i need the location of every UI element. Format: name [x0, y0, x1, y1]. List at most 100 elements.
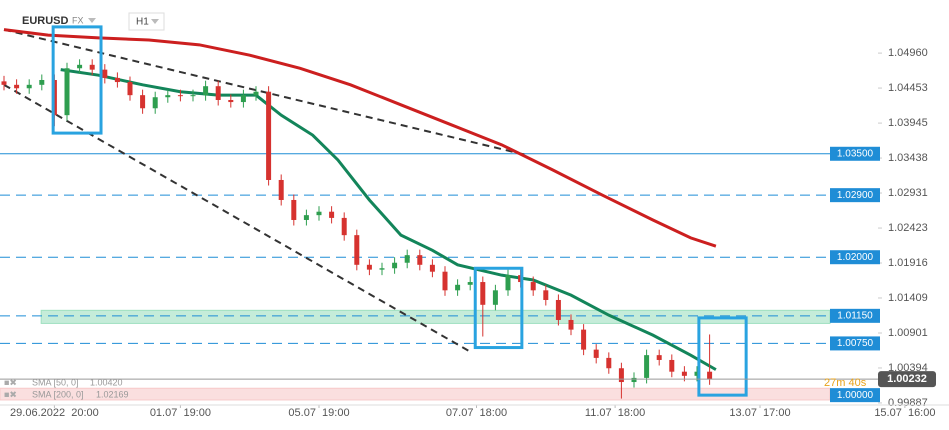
candle-body — [417, 255, 423, 265]
candle-body — [631, 377, 637, 383]
candle-body — [278, 179, 284, 200]
market: FX — [72, 15, 84, 25]
symbol[interactable]: EURUSD — [22, 15, 69, 27]
level-label-box — [830, 308, 880, 323]
candle-body — [240, 95, 246, 103]
plot: 1.04960 1.04453 1.03945 1.03438 1.02931 1.024… — [0, 25, 949, 419]
candle-body — [480, 282, 486, 305]
candle-body — [127, 82, 133, 96]
level-label-box — [830, 188, 880, 203]
candle-body — [291, 199, 297, 220]
candle-body — [177, 95, 183, 97]
candle-body — [303, 215, 309, 220]
level-label: 1.00750 — [837, 338, 874, 349]
level-label: 1.02900 — [837, 190, 874, 201]
y-tick-label: 1.04960 — [888, 47, 928, 59]
candle-body — [253, 91, 259, 96]
y-tick-label: 1.02931 — [888, 187, 928, 199]
candle-body — [1, 81, 7, 85]
candle-body — [618, 368, 624, 383]
candle-body — [644, 355, 650, 378]
legend-icon: ■✖ — [4, 377, 17, 387]
candle-body — [543, 290, 549, 300]
candle-body — [89, 64, 95, 70]
y-tick-label: 1.00394 — [888, 362, 928, 374]
x-tick-label: 07.07 18:00 — [446, 407, 507, 419]
candle-body — [316, 211, 322, 216]
y-tick-label: 0.99887 — [888, 397, 928, 409]
candle-body — [39, 79, 45, 85]
candle-body — [77, 64, 83, 69]
symbol-dropdown[interactable] — [88, 18, 96, 23]
candle-body — [14, 84, 20, 89]
candle-body — [656, 355, 662, 360]
y-tick-label: 1.02423 — [888, 222, 928, 234]
candle-body — [694, 371, 700, 376]
candle-body — [505, 275, 511, 291]
candle-body — [707, 371, 713, 380]
level-label: 1.01150 — [837, 310, 873, 321]
candle-body — [102, 69, 108, 78]
candle-body — [366, 264, 372, 270]
level-label-box — [830, 250, 880, 265]
candle-body — [530, 282, 536, 291]
candle-body — [354, 235, 360, 265]
legend-value: 1.02169 — [96, 389, 129, 399]
y-tick-label: 1.01916 — [888, 257, 928, 269]
level-label: 1.02000 — [837, 252, 874, 263]
legend-icon: ■✖ — [4, 389, 17, 399]
interval-selector[interactable] — [128, 12, 165, 31]
level-label-box — [830, 388, 880, 403]
legend-name: SMA [50, 0] — [32, 377, 79, 387]
candle-body — [203, 86, 209, 96]
level-label-box — [830, 336, 880, 351]
candle-body — [455, 284, 461, 291]
x-tick-label: 11.07 18:00 — [585, 407, 645, 419]
candle-body — [606, 357, 612, 369]
highlight-box — [473, 266, 524, 350]
candle-body — [152, 97, 158, 109]
candle-body — [215, 86, 221, 100]
candle-body — [266, 91, 272, 180]
candle-body — [26, 84, 32, 89]
candle-body — [64, 68, 70, 116]
candle-body — [140, 95, 146, 109]
candle-body — [492, 290, 498, 305]
interval-dropdown[interactable] — [151, 19, 159, 24]
candle-body — [593, 349, 599, 358]
last-price-box — [878, 371, 936, 388]
moving-average — [60, 68, 717, 371]
timer: 27m 40s — [824, 377, 867, 389]
level-label: 1.00000 — [837, 390, 874, 401]
x-tick-label: 13.07 17:00 — [729, 407, 790, 419]
candle-body — [329, 211, 335, 218]
x-tick-label: 15.07 16:00 — [874, 407, 935, 419]
x-tick-label: 05.07 19:00 — [288, 407, 349, 419]
y-tick-label: 1.03945 — [888, 117, 928, 129]
candle-body — [442, 271, 448, 291]
candle-body — [392, 262, 398, 269]
y-tick-label: 1.01409 — [888, 292, 928, 304]
candle-body — [404, 255, 410, 263]
candle-body — [165, 95, 171, 98]
candle-body — [341, 217, 347, 236]
candle-body — [555, 299, 561, 320]
interval[interactable]: H1 — [136, 17, 149, 28]
x-tick-label: 01.07 19:00 — [150, 407, 211, 419]
candle-body — [467, 282, 473, 285]
y-tick-label: 1.04453 — [888, 82, 928, 94]
level-label-box — [830, 146, 880, 161]
moving-average — [3, 28, 717, 248]
trendline — [3, 83, 471, 353]
candle-body — [681, 371, 687, 376]
candle-body — [190, 95, 196, 97]
candle-body — [379, 268, 385, 270]
candle-body — [581, 329, 587, 350]
candle-body — [669, 359, 675, 372]
level-label: 1.03500 — [837, 148, 874, 159]
y-tick-label: 1.03438 — [888, 152, 928, 164]
candle-body — [568, 319, 574, 330]
legend-value: 1.00420 — [90, 377, 123, 387]
